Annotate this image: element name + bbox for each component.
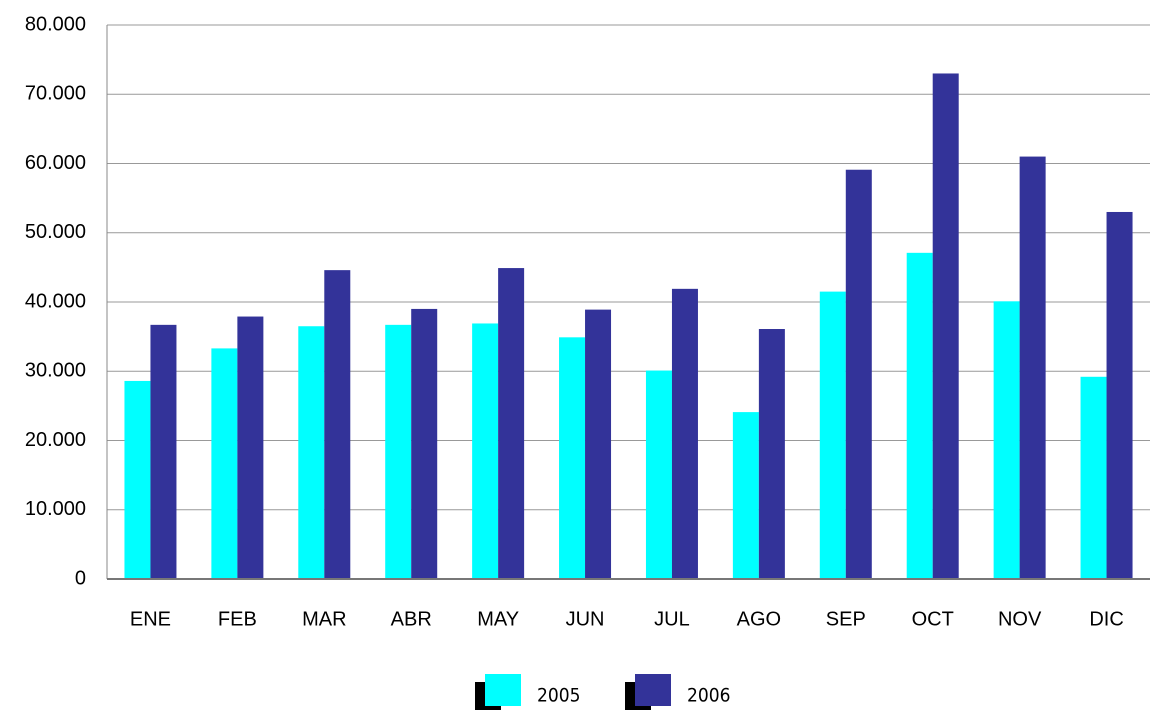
bar [932,73,959,579]
bar [1106,211,1133,579]
bar [819,291,846,579]
legend-swatch [635,674,671,706]
bar [671,288,698,579]
x-tick-label: AGO [737,608,781,630]
x-tick-label: NOV [998,608,1042,630]
bar [324,270,351,579]
x-tick-label: ABR [391,608,432,630]
bar [1080,376,1107,579]
y-tick-label: 70.000 [25,83,86,105]
x-tick-label: FEB [218,608,257,630]
bar [211,348,238,579]
legend-swatch [485,674,521,706]
legend-label: 2006 [687,685,731,707]
bar [1019,156,1046,579]
x-tick-label: MAR [302,608,346,630]
x-tick-label: JUN [566,608,605,630]
bar [732,412,759,579]
bar [124,380,151,579]
bar [298,326,325,579]
y-tick-label: 0 [75,567,86,589]
x-tick-label: DIC [1089,608,1123,630]
bar [559,337,586,579]
y-tick-label: 40.000 [25,290,86,312]
x-tick-label: OCT [912,608,954,630]
bar [645,370,672,579]
bar [993,301,1020,579]
x-tick-label: ENE [130,608,171,630]
bar [411,308,438,579]
bar [150,324,177,579]
bar [498,268,525,579]
y-tick-label: 30.000 [25,360,86,382]
y-tick-label: 80.000 [25,13,86,35]
bar [758,329,785,579]
bar [472,323,499,579]
x-tick-label: MAY [477,608,519,630]
x-tick-label: JUL [654,608,690,630]
y-tick-label: 60.000 [25,152,86,174]
legend-label: 2005 [537,685,581,707]
y-tick-label: 10.000 [25,498,86,520]
bar [906,252,933,579]
bar [585,309,612,579]
y-tick-label: 20.000 [25,429,86,451]
bar [237,316,264,579]
bar [385,324,412,579]
x-tick-label: SEP [826,608,866,630]
y-tick-label: 50.000 [25,221,86,243]
bar [845,169,872,580]
